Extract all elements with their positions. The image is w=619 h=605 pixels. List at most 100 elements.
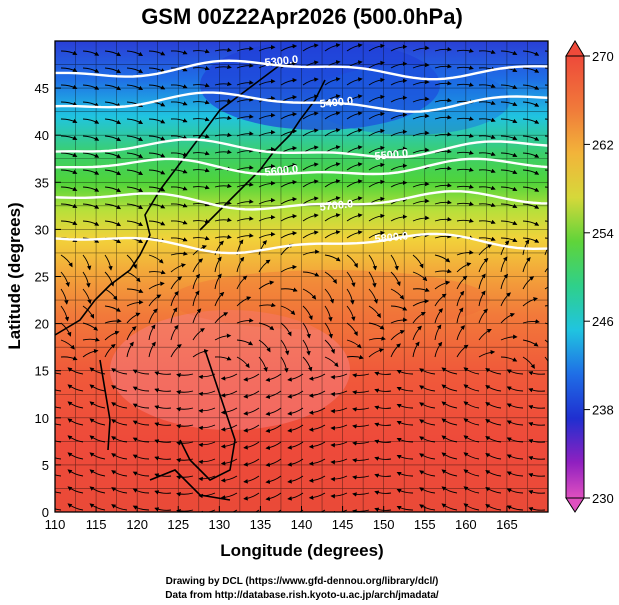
coastline bbox=[55, 64, 326, 501]
wind-streamline bbox=[126, 312, 141, 324]
y-tick-label: 20 bbox=[35, 317, 49, 332]
wind-streamline bbox=[528, 405, 546, 410]
colorbar-tick-label: 262 bbox=[592, 137, 614, 152]
wind-streamline bbox=[126, 288, 144, 293]
wind-streamline bbox=[485, 401, 502, 409]
wind-streamline bbox=[243, 475, 260, 484]
wind-streamline bbox=[485, 452, 502, 460]
wind-streamline bbox=[368, 145, 385, 154]
wind-streamline bbox=[198, 458, 216, 465]
wind-streamline bbox=[236, 97, 254, 103]
x-tick-label: 130 bbox=[208, 517, 230, 532]
contour-line bbox=[55, 157, 548, 176]
wind-streamline bbox=[522, 237, 540, 243]
wind-streamline bbox=[214, 149, 232, 155]
wind-streamline bbox=[522, 239, 530, 256]
wind-streamline bbox=[522, 67, 540, 73]
wind-streamline bbox=[412, 96, 430, 103]
x-tick-label: 145 bbox=[332, 517, 354, 532]
wind-streamline bbox=[104, 318, 122, 324]
wind-streamline bbox=[478, 117, 496, 122]
wind-streamline bbox=[544, 169, 548, 171]
wind-streamline bbox=[419, 453, 436, 460]
wind-streamline bbox=[55, 423, 62, 426]
wind-streamline bbox=[236, 148, 254, 154]
wind-streamline bbox=[368, 179, 385, 188]
wind-streamline bbox=[434, 308, 443, 324]
wind-streamline bbox=[456, 82, 474, 87]
wind-streamline bbox=[104, 220, 122, 227]
wind-streamline bbox=[352, 475, 370, 480]
grid-lines bbox=[54, 40, 549, 513]
x-tick-label: 120 bbox=[126, 517, 148, 532]
wind-streamline bbox=[478, 328, 492, 341]
wind-streamline bbox=[324, 305, 333, 322]
wind-streamline bbox=[330, 441, 348, 448]
wind-streamline bbox=[456, 344, 469, 358]
wind-streamline bbox=[485, 503, 502, 511]
wind-streamline bbox=[456, 65, 474, 70]
wind-streamline bbox=[89, 435, 106, 443]
contour-label: 5700.0 bbox=[319, 198, 354, 213]
wind-streamline bbox=[126, 203, 144, 210]
wind-streamline bbox=[352, 441, 370, 446]
wind-streamline bbox=[236, 296, 252, 307]
wind-streamline bbox=[419, 385, 436, 392]
wind-streamline bbox=[396, 420, 414, 426]
wind-streamline bbox=[220, 424, 238, 432]
wind-streamline bbox=[544, 246, 548, 256]
wind-streamline bbox=[522, 118, 540, 124]
wind-streamline bbox=[280, 264, 297, 273]
wind-streamline bbox=[412, 79, 430, 86]
wind-streamline bbox=[324, 322, 334, 339]
wind-streamline bbox=[544, 286, 548, 290]
wind-streamline bbox=[434, 80, 452, 86]
wind-streamline bbox=[463, 401, 480, 409]
contour-line bbox=[55, 232, 548, 255]
wind-streamline bbox=[302, 249, 320, 256]
wind-streamline bbox=[265, 492, 282, 501]
wind-streamline bbox=[280, 231, 298, 239]
wind-streamline bbox=[55, 389, 62, 392]
wind-streamline bbox=[170, 118, 188, 123]
wind-streamline bbox=[89, 401, 106, 409]
wind-streamline bbox=[192, 151, 210, 156]
wind-streamline bbox=[434, 341, 443, 358]
wind-streamline bbox=[170, 84, 188, 89]
wind-streamline bbox=[390, 78, 408, 86]
wind-streamline bbox=[236, 256, 245, 273]
colorbar-top-triangle bbox=[565, 40, 585, 57]
y-tick-label: 35 bbox=[35, 175, 49, 190]
wind-streamline bbox=[308, 373, 326, 381]
wind-streamline bbox=[330, 424, 348, 431]
wind-streamline bbox=[132, 386, 150, 392]
wind-streamline bbox=[170, 344, 182, 358]
wind-streamline bbox=[82, 220, 100, 226]
wind-streamline bbox=[368, 43, 385, 52]
wind-streamline bbox=[500, 240, 510, 256]
wind-streamline bbox=[111, 402, 128, 409]
wind-streamline bbox=[412, 287, 430, 292]
wind-streamline bbox=[214, 115, 232, 121]
wind-streamline bbox=[236, 216, 254, 222]
wind-streamline bbox=[67, 401, 84, 409]
wind-streamline bbox=[258, 280, 275, 290]
wind-streamline bbox=[368, 111, 385, 120]
wind-streamline bbox=[396, 454, 414, 460]
wind-streamline bbox=[463, 384, 480, 392]
wind-streamline bbox=[456, 184, 474, 189]
wind-streamline bbox=[111, 453, 128, 460]
wind-streamline bbox=[396, 488, 414, 494]
wind-streamline bbox=[82, 67, 100, 73]
wind-streamline bbox=[308, 475, 326, 483]
wind-streamline bbox=[544, 339, 548, 344]
wind-streamline bbox=[265, 390, 282, 399]
wind-streamline bbox=[478, 168, 496, 173]
wind-streamline bbox=[148, 308, 158, 324]
wind-streamline bbox=[500, 101, 518, 106]
wind-streamline bbox=[148, 341, 156, 358]
wind-streamline bbox=[396, 505, 414, 511]
wind-streamline bbox=[132, 488, 150, 494]
wind-streamline bbox=[104, 169, 122, 176]
wind-streamline bbox=[220, 492, 238, 500]
